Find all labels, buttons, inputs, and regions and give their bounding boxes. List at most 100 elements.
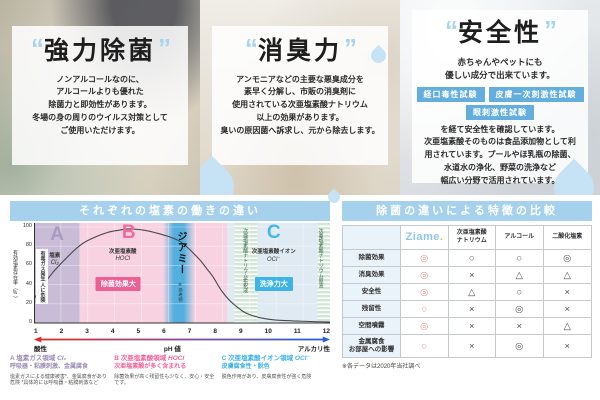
legend-item-c: C 次亜塩素酸イオン領域 OCl⁻ 皮膚腐食性・脱色 脱色作用があり、皮膚腐食性… xyxy=(221,355,312,380)
test-badge: 眼刺激性試験 xyxy=(466,104,534,120)
x-tick: 12 xyxy=(322,328,330,335)
table-row: 残留性 ○ × ◎ × xyxy=(343,301,591,318)
panel-title: 消臭力 xyxy=(257,37,342,65)
body-line: アンモニアなどの主要な悪臭成分を xyxy=(236,74,364,84)
chart-legend: A 塩素ガス領域 Cl₂ 呼吸器・粘膜刺激、金属腐食 塩素ガスによる健康被害*、… xyxy=(10,355,330,387)
y-axis-label: 有効塩素存在率（%） xyxy=(12,249,18,301)
chart-title-banner: それぞれの塩素の働きの違い xyxy=(10,201,330,221)
empty-header-cell xyxy=(343,226,401,250)
region-b-letter: B xyxy=(121,222,136,243)
region-b-label: 次亜塩素酸 HOCl xyxy=(109,249,137,263)
column-header: 二酸化塩素 xyxy=(543,226,591,250)
row-label-two-line: 金属腐食 お部屋への影響 xyxy=(343,335,401,358)
comparison-section: それぞれの塩素の働きの違い 有効塩素存在率（%） 100 80 60 40 20… xyxy=(0,188,600,400)
ph-label: pH 値 xyxy=(163,346,181,353)
y-tick: 40 xyxy=(25,280,32,287)
panel-title: 強力除菌 xyxy=(43,37,156,65)
x-tick: 6 xyxy=(162,328,166,335)
body-line: 水道水の浄化、野菜の洗浄など xyxy=(444,163,556,173)
panel-strong-disinfection: “ 強力除菌 ” ノンアルコールなのに、 アルコールよりも優れた 除菌力と即効性… xyxy=(0,0,200,195)
ph-axis-labels: 酸性 pH 値 アルカリ性 xyxy=(34,343,330,353)
ziame-reference-note: ※参考値 xyxy=(178,283,184,302)
ziame-logo-dot: . xyxy=(439,230,443,243)
x-tick: 10 xyxy=(264,328,272,335)
table-row: 空間噴霧 ◎ × × △ xyxy=(343,318,591,335)
column-header: 次亜塩素酸 ナトリウム xyxy=(448,226,496,250)
safety-test-badges: 経口毒性試験 皮膚一次刺激性試験 眼刺激性試験 xyxy=(416,86,584,120)
close-quote-icon: ” xyxy=(158,33,171,63)
table-row: 安全性 ◎ △ ○ × xyxy=(343,284,591,301)
close-quote-icon: ” xyxy=(544,15,557,45)
body-line: 幅広い分野で活用されています。 xyxy=(440,175,560,185)
chlorine-chart-card: それぞれの塩素の働きの違い 有効塩素存在率（%） 100 80 60 40 20… xyxy=(10,201,330,387)
body-line: 用されています。プールやほ乳瓶の除菌、 xyxy=(424,150,576,160)
legend-item-b: B 次亜塩素酸領域 HOCl 次亜塩素酸が多く含まれる 除菌効果が高く残留性も少… xyxy=(114,355,215,387)
intro-line: 赤ちゃんやペットにも xyxy=(457,56,543,67)
feature-panels: “ 強力除菌 ” ノンアルコールなのに、 アルコールよりも優れた 除菌力と即効性… xyxy=(0,0,600,195)
open-quote-icon: “ xyxy=(30,33,44,63)
body-line: 以上の効果があります。 xyxy=(256,112,344,122)
region-a-label: 塩素 Cl₂ xyxy=(49,253,61,267)
open-quote-icon: “ xyxy=(244,33,258,63)
body-line: 使用されている次亜塩素酸ナトリウム xyxy=(232,100,368,110)
y-tick: 80 xyxy=(25,242,32,249)
table-header-row: Ziame. 次亜塩素酸 ナトリウム アルコール 二酸化塩素 xyxy=(343,226,591,250)
comparison-table: Ziame. 次亜塩素酸 ナトリウム アルコール 二酸化塩素 除菌効果 ◎ ○ ○… xyxy=(342,225,592,358)
test-badge: 皮膚一次刺激性試験 xyxy=(488,86,584,102)
body-line: アルコールよりも優れた xyxy=(56,87,144,97)
ph-axis-arrow xyxy=(34,336,330,343)
body-line: 次亜塩素酸そのものは食品添加物として利 xyxy=(424,137,576,147)
y-tick: 0 xyxy=(28,318,32,325)
acid-label: 酸性 xyxy=(34,346,47,353)
panel-card: “ 強力除菌 ” ノンアルコールなのに、 アルコールよりも優れた 除菌力と即効性… xyxy=(12,26,188,165)
x-axis-ticks: 1 2 3 4 5 6 7 8 9 10 11 12 xyxy=(34,327,330,336)
table-row: 金属腐食 お部屋への影響 ○ × ◎ × xyxy=(343,335,591,358)
x-tick: 3 xyxy=(85,328,89,335)
open-quote-icon: “ xyxy=(444,15,458,45)
panel-title: 安全性 xyxy=(457,19,542,47)
y-tick: 100 xyxy=(22,223,32,229)
body-line: ノンアルコールなのに、 xyxy=(56,74,144,84)
region-c-label: 次亜塩素酸イオン OCl⁻ xyxy=(251,249,296,264)
panel-card: “ 消臭力 ” アンモニアなどの主要な悪臭成分を 素早く分解し、市販の消臭剤に … xyxy=(212,26,388,165)
body-line: 冬場の身の周りのウイルス対策として xyxy=(32,112,168,122)
hypochlorite-diluted-band-label: 次亜塩素酸ナトリウム希釈液 xyxy=(242,228,249,293)
ph-chart-plot: A 塩素 Cl₂ 有毒ガス発生 人に危険 B 次亜塩素酸 HOCl 除菌効果大 … xyxy=(34,223,330,327)
ziame-logo: Ziame xyxy=(405,230,440,243)
ziame-band-label: ジアミー xyxy=(175,231,187,275)
column-header: アルコール xyxy=(496,226,544,250)
x-tick: 7 xyxy=(187,328,192,335)
panel-deodorizing: “ 消臭力 ” アンモニアなどの主要な悪臭成分を 素早く分解し、市販の消臭剤に … xyxy=(200,0,400,195)
y-axis-ticks: 100 80 60 40 20 0 xyxy=(20,223,34,327)
table-row: 除菌効果 ◎ ○ ○ ◎ xyxy=(343,250,591,267)
ph-chart-svg xyxy=(34,223,330,324)
y-tick: 20 xyxy=(25,299,32,306)
disinfection-badge: 除菌効果大 xyxy=(95,277,141,291)
panel-safety: “ 安全性 ” 赤ちゃんやペットにも 優しい成分で出来ています。 経口毒性試験 … xyxy=(400,0,600,195)
x-tick: 1 xyxy=(34,328,38,335)
chlorine-curve xyxy=(34,228,330,323)
data-source-note: ※各データは2020年当社調べ xyxy=(342,364,421,370)
comparison-table-card: 除菌の違いによる特徴の比較 Ziame. 次亜塩素酸 ナトリウム アルコール 二酸… xyxy=(342,201,592,370)
region-a-letter: A xyxy=(50,224,64,245)
cleaning-badge: 洗浄力大 xyxy=(254,277,293,291)
body-line: 素早く分解し、市販の消臭剤に xyxy=(244,87,356,97)
y-tick: 60 xyxy=(25,261,32,268)
close-quote-icon: ” xyxy=(344,33,357,63)
table-row: 消臭効果 ◎ × △ △ xyxy=(343,267,591,284)
ziame-logo-cell: Ziame. xyxy=(401,226,449,250)
x-tick: 8 xyxy=(213,328,217,335)
x-tick: 5 xyxy=(136,328,141,335)
body-line: を経て安全性を確認しています。 xyxy=(440,124,560,134)
panel-card: “ 安全性 ” 赤ちゃんやペットにも 優しい成分で出来ています。 経口毒性試験 … xyxy=(412,10,588,185)
x-tick: 2 xyxy=(59,328,64,335)
body-line: 除菌力と即効性があります。 xyxy=(48,100,152,110)
table-title-banner: 除菌の違いによる特徴の比較 xyxy=(342,201,592,221)
body-line: ご使用いただけます。 xyxy=(60,125,140,135)
legend-item-a: A 塩素ガス領域 Cl₂ 呼吸器・粘膜刺激、金属腐食 塩素ガスによる健康被害*、… xyxy=(10,355,107,387)
x-tick: 9 xyxy=(239,328,243,335)
hypochlorite-stock-band-label: 次亜塩素酸ナトリウム原液 xyxy=(317,228,324,288)
intro-line: 優しい成分で出来ています。 xyxy=(445,70,555,81)
test-badge: 経口毒性試験 xyxy=(416,86,485,102)
alkaline-label: アルカリ性 xyxy=(297,346,330,353)
